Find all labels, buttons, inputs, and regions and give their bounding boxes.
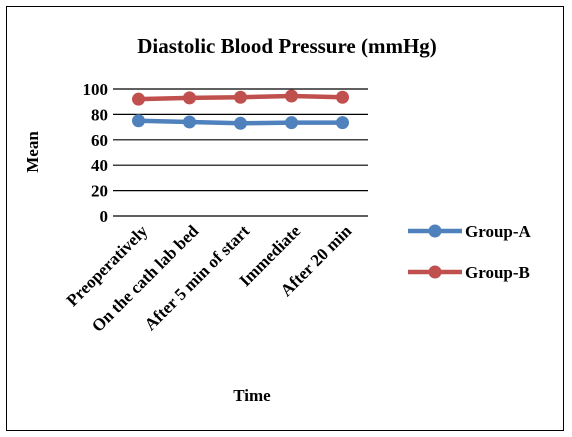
legend-marker xyxy=(428,265,442,279)
y-axis-label: Mean xyxy=(23,131,42,173)
data-point xyxy=(132,92,145,106)
legend: Group-A Group-B xyxy=(408,222,532,282)
y-tick-label: 20 xyxy=(91,182,108,201)
data-point xyxy=(183,91,196,105)
chart-frame xyxy=(6,6,564,431)
data-point xyxy=(336,116,349,130)
data-point xyxy=(234,90,247,104)
y-tick-label: 0 xyxy=(100,207,109,226)
data-point xyxy=(132,114,145,128)
y-tick-label: 80 xyxy=(91,105,108,124)
data-point xyxy=(183,115,196,129)
legend-label: Group-A xyxy=(465,222,532,241)
legend-marker xyxy=(428,224,442,238)
data-point xyxy=(285,116,298,130)
y-tick-label: 100 xyxy=(83,80,109,99)
chart-title: Diastolic Blood Pressure (mmHg) xyxy=(137,34,437,58)
y-tick-label: 40 xyxy=(91,156,108,175)
legend-label: Group-B xyxy=(465,263,530,282)
x-axis-label: Time xyxy=(233,386,271,405)
data-point xyxy=(234,116,247,130)
y-tick-labels: 0 20 40 60 80 100 xyxy=(83,80,109,226)
series-lines xyxy=(132,89,349,130)
y-tick-label: 60 xyxy=(91,131,108,150)
y-gridlines xyxy=(113,88,368,217)
data-point xyxy=(285,89,298,103)
data-point xyxy=(336,90,349,104)
